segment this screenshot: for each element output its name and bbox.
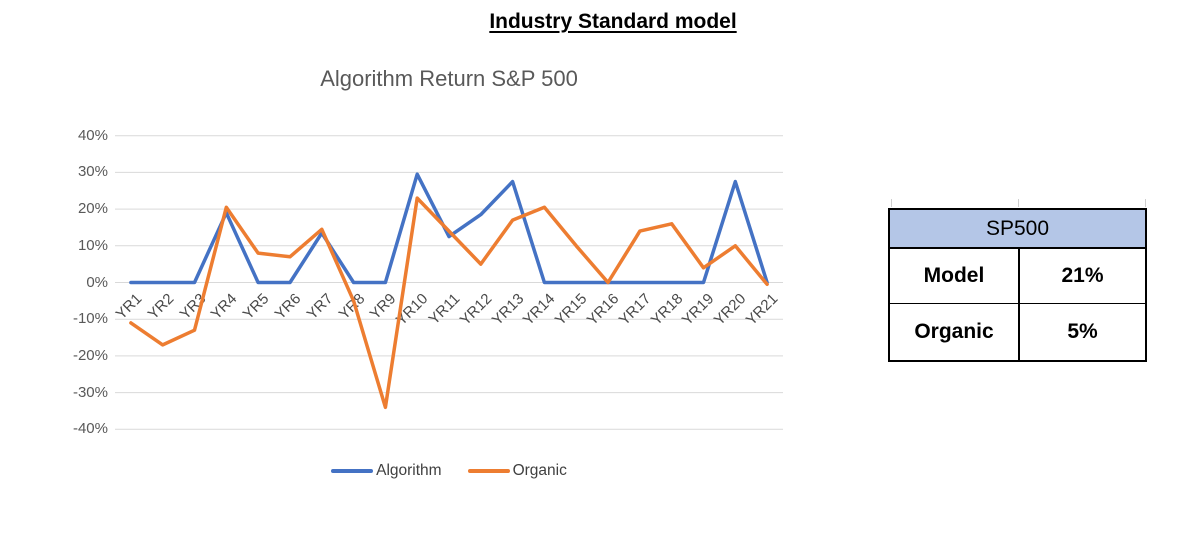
row-value-organic: 5%	[1067, 320, 1098, 343]
algorithm-line-swatch-icon	[331, 469, 374, 473]
chart-legend: Algorithm Organic	[115, 460, 783, 482]
legend-item-organic: Organic	[467, 462, 567, 480]
spreadsheet-gridline-tick	[891, 199, 892, 207]
legend-label-algorithm: Algorithm	[376, 462, 442, 479]
row-label-organic: Organic	[890, 304, 1020, 360]
y-axis-tick-label: 20%	[77, 200, 108, 218]
y-axis-tick-label: -30%	[72, 383, 108, 401]
table-row-model: Model 21%	[890, 249, 1145, 303]
y-axis-tick-label: -40%	[72, 420, 108, 438]
y-axis-tick-label: -20%	[72, 346, 108, 364]
row-value-model: 21%	[1061, 264, 1104, 287]
y-axis-tick-label: 0%	[86, 273, 108, 291]
page-header: Industry Standard model	[489, 10, 737, 33]
spreadsheet-gridline-tick	[1018, 199, 1019, 207]
table-row-organic: Organic 5%	[890, 303, 1145, 360]
sp500-table-header-cell: SP500	[890, 210, 1145, 249]
y-axis-tick-label: 30%	[77, 163, 108, 181]
chart-title: Algorithm Return S&P 500	[320, 66, 578, 91]
sp500-table: SP500 Model 21% Organic 5%	[888, 208, 1147, 362]
y-axis-tick-label: 10%	[77, 236, 108, 254]
row-label-model: Model	[890, 249, 1020, 303]
organic-line-swatch-icon	[467, 469, 510, 473]
y-axis-tick-label: -10%	[72, 310, 108, 328]
legend-label-organic: Organic	[512, 462, 567, 479]
spreadsheet-gridline-tick	[1145, 199, 1146, 207]
legend-item-algorithm: Algorithm	[331, 462, 442, 480]
y-axis-tick-label: 40%	[77, 126, 108, 144]
series-line-algorithm	[129, 172, 769, 285]
